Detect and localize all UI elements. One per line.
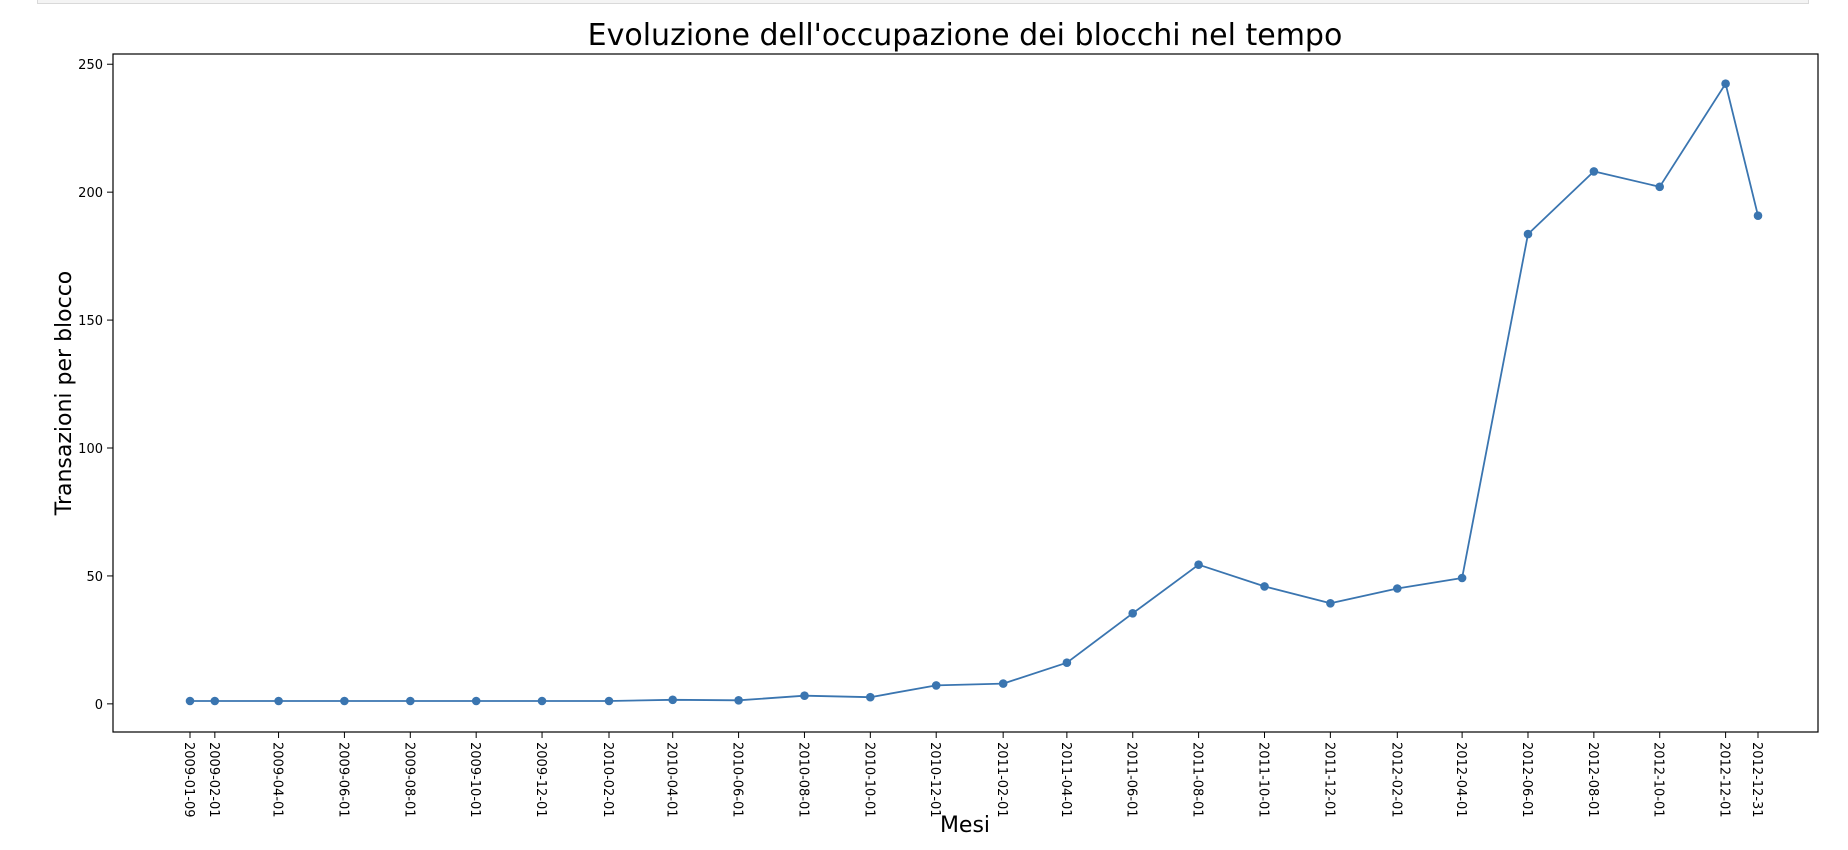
data-point (1589, 167, 1599, 176)
data-point (340, 696, 349, 706)
y-tick-label: 250 (78, 58, 103, 73)
data-point (1523, 229, 1533, 239)
y-axis-label: Transazioni per blocco (52, 271, 77, 517)
data-point (185, 696, 195, 706)
x-tick-label: 2012-12-31 (1749, 742, 1764, 818)
x-tick-label: 2012-12-01 (1717, 742, 1732, 818)
data-point (537, 696, 547, 706)
data-point (1721, 79, 1730, 88)
x-tick-label: 2010-02-01 (600, 742, 615, 818)
x-tick-label: 2012-02-01 (1388, 742, 1403, 818)
x-tick-label: 2010-04-01 (664, 742, 679, 818)
x-axis: 2009-01-09 2009-02-01 2009-04-01 2009-06-01… (181, 732, 1764, 818)
x-tick-label: 2009-10-01 (467, 742, 482, 818)
y-tick-label: 100 (78, 442, 103, 457)
y-tick-label: 50 (86, 570, 103, 585)
data-point (1260, 582, 1269, 591)
x-tick-label: 2011-08-01 (1190, 742, 1205, 818)
plot-area-frame (112, 53, 1819, 733)
x-axis-label: Mesi (940, 813, 990, 838)
x-tick-label: 2009-08-01 (401, 742, 416, 818)
x-tick-label: 2012-06-01 (1519, 742, 1534, 818)
y-tick-label: 200 (78, 186, 103, 201)
chart-title: Evoluzione dell'occupazione dei blocchi … (588, 18, 1343, 53)
data-point (1062, 658, 1072, 667)
x-tick-label: 2009-12-01 (533, 742, 548, 818)
data-point (931, 681, 941, 690)
data-point (1655, 182, 1664, 192)
y-tick-label: 0 (95, 698, 103, 713)
data-point (604, 696, 614, 706)
data-point (800, 691, 809, 700)
x-tick-label: 2010-08-01 (795, 742, 810, 818)
x-tick-label: 2011-12-01 (1321, 742, 1336, 818)
x-tick-label: 2012-08-01 (1585, 742, 1600, 818)
series-transazioni (185, 79, 1763, 706)
data-point (210, 696, 220, 706)
data-point (734, 696, 743, 705)
data-point (998, 679, 1008, 688)
data-point (1128, 609, 1137, 618)
data-point (1194, 560, 1203, 569)
data-point (1457, 573, 1467, 583)
data-point (406, 696, 415, 706)
y-tick-label: 150 (78, 314, 103, 329)
data-point (274, 696, 283, 706)
x-tick-label: 2011-10-01 (1255, 742, 1270, 818)
x-tick-label: 2009-06-01 (335, 742, 350, 818)
x-tick-label: 2012-10-01 (1651, 742, 1666, 818)
x-tick-label: 2011-02-01 (994, 742, 1009, 818)
x-tick-label: 2009-01-09 (181, 742, 196, 818)
x-tick-label: 2009-02-01 (206, 742, 221, 818)
x-tick-label: 2011-04-01 (1058, 742, 1073, 818)
x-tick-label: 2012-04-01 (1453, 742, 1468, 818)
x-tick-label: 2010-06-01 (730, 742, 745, 818)
series-line (190, 82, 1759, 702)
y-axis: 0 50 100 150 200 250 (78, 58, 113, 713)
data-point (668, 695, 677, 705)
window-top-strip (37, 0, 1809, 4)
x-tick-label: 2010-10-01 (861, 742, 876, 818)
data-point (866, 692, 875, 702)
data-point (1393, 584, 1402, 593)
x-tick-label: 2009-04-01 (270, 742, 285, 818)
x-tick-label: 2010-12-01 (927, 742, 942, 818)
data-point (1753, 211, 1763, 220)
data-point (471, 696, 481, 706)
x-tick-label: 2011-06-01 (1124, 742, 1139, 818)
data-point (1326, 599, 1335, 608)
